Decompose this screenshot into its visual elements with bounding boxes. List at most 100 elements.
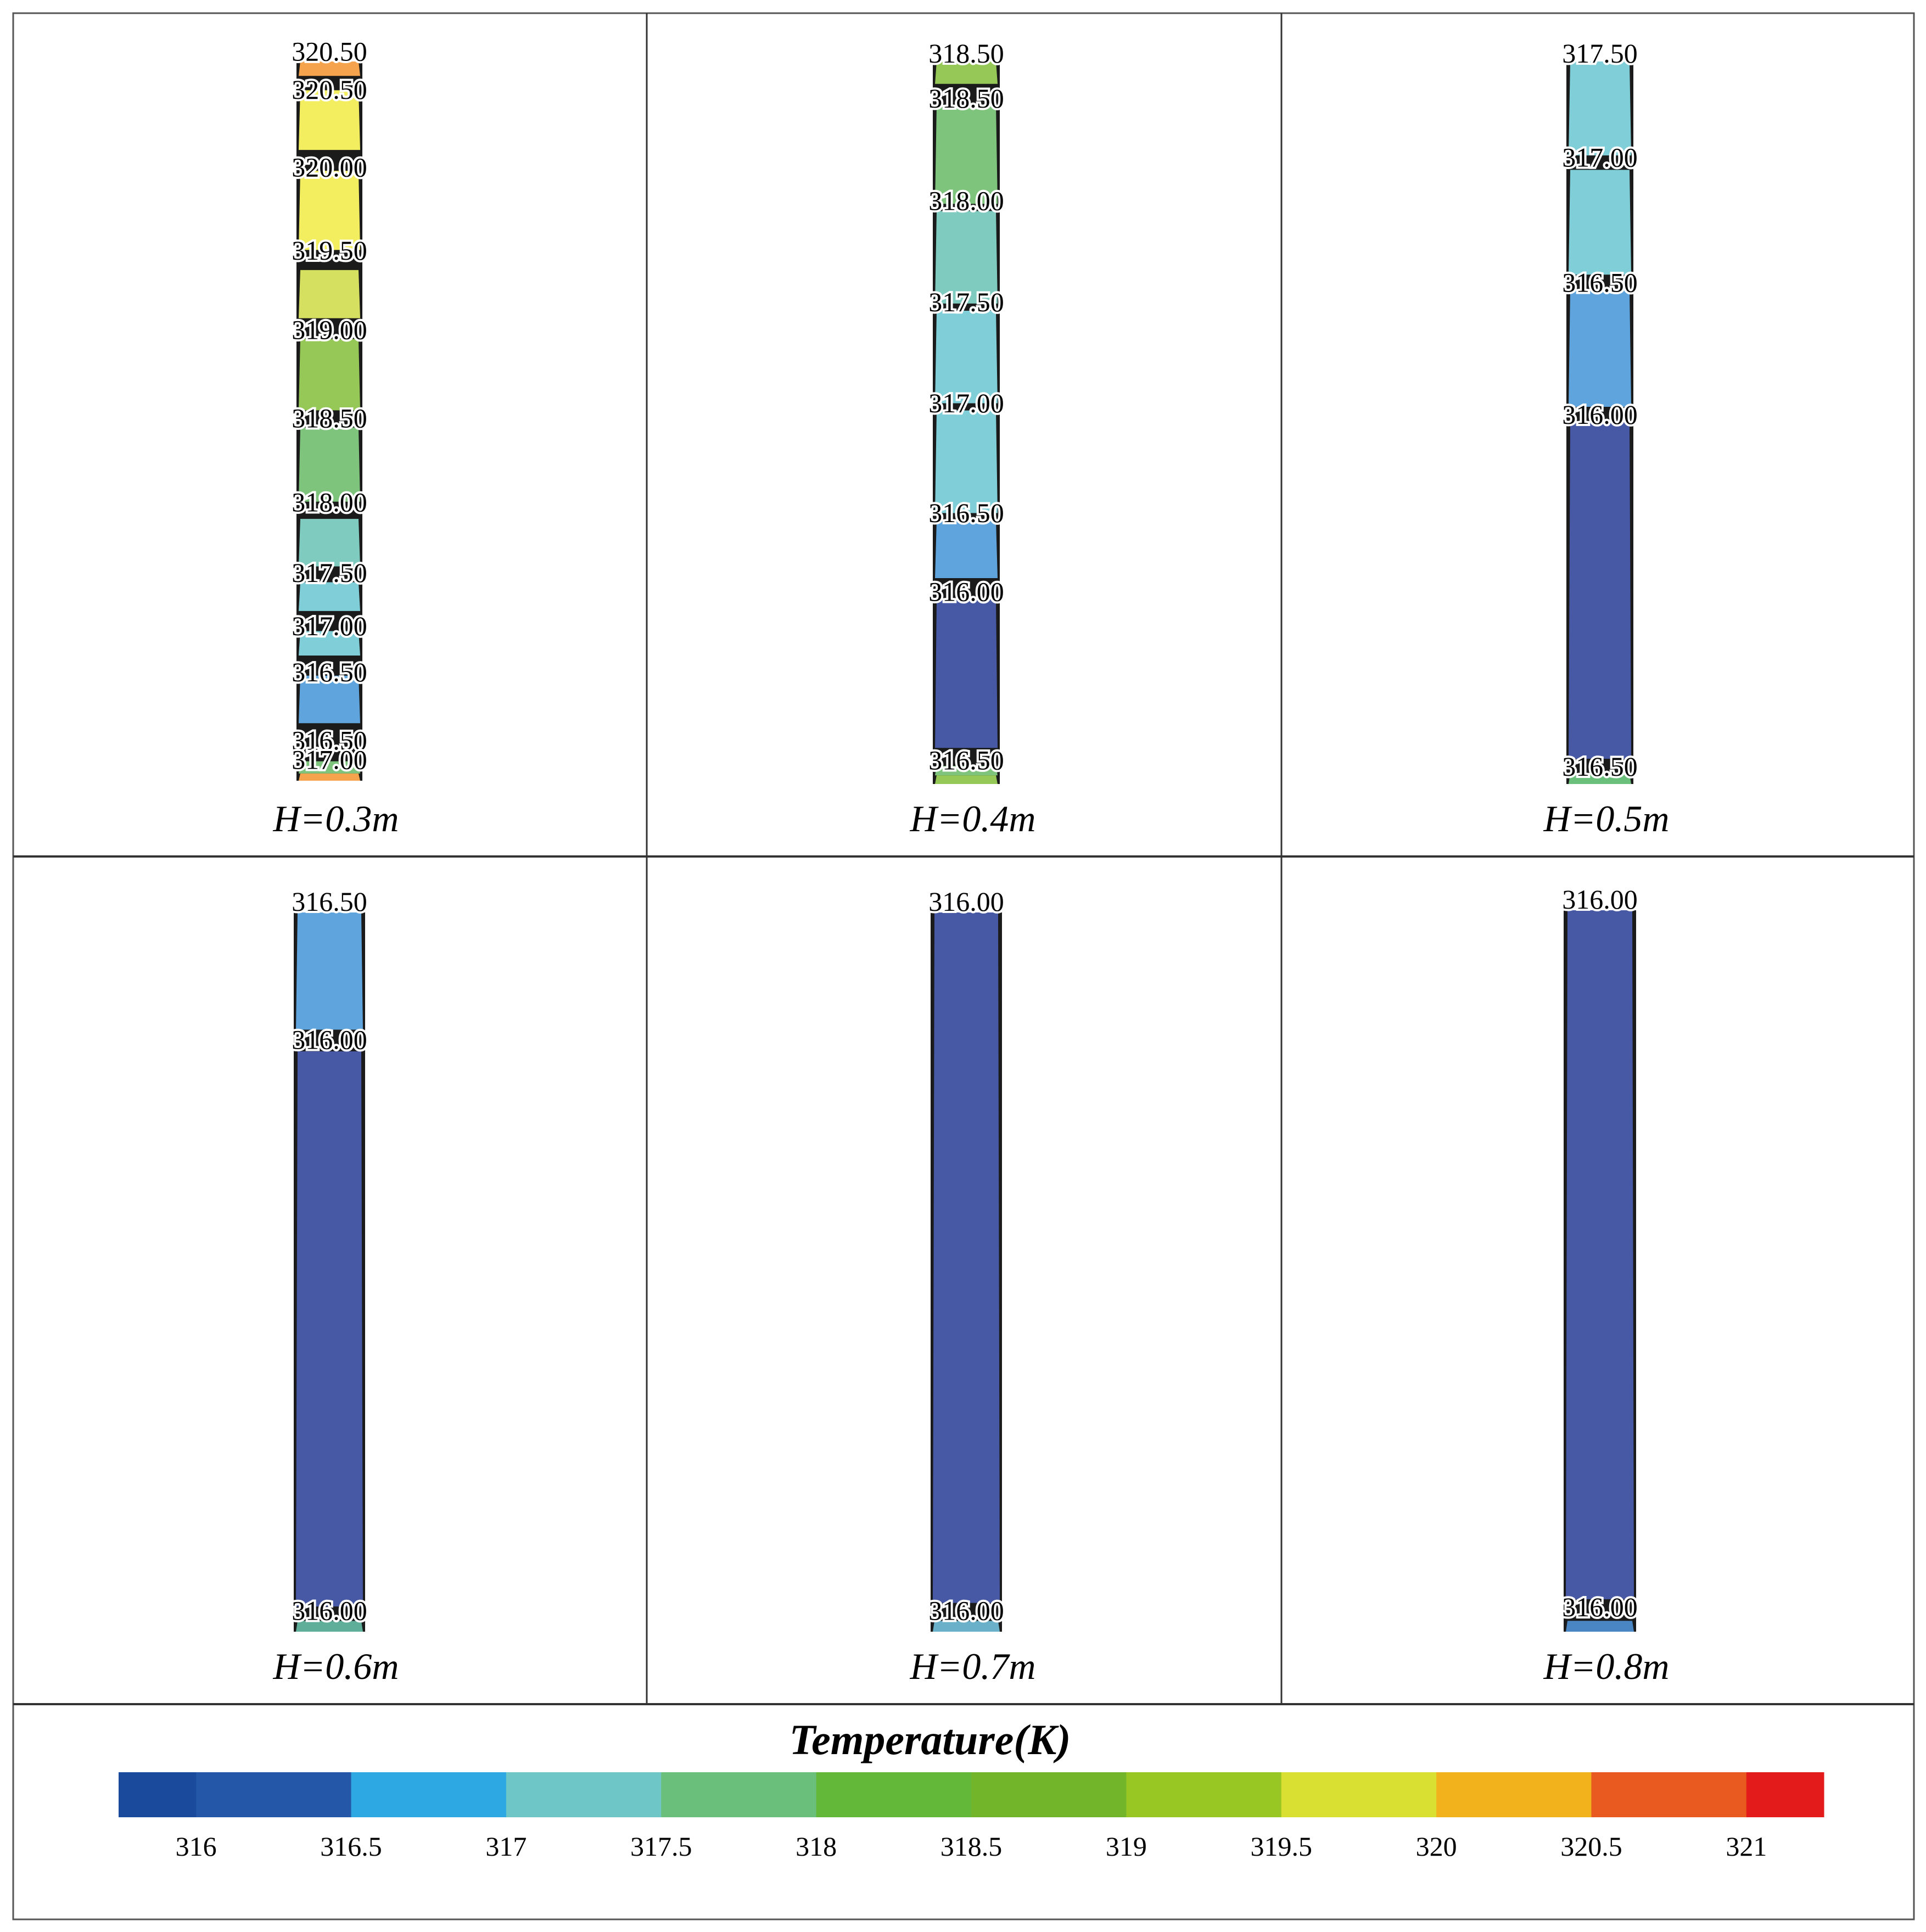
legend-tick-label: 318.5 xyxy=(940,1831,1003,1862)
contour-band xyxy=(1566,910,1634,1599)
legend-swatch xyxy=(196,1772,352,1817)
contour-label: 316.00 xyxy=(928,576,1004,607)
figure-frame xyxy=(12,12,1915,1920)
contour-label: 318.50 xyxy=(292,402,367,433)
contour-band xyxy=(935,61,998,84)
contour-label: 318.00 xyxy=(928,186,1004,216)
legend-tick-labels: 316 316.5 317 317.5 318 318.5 319 319.5 320 320.5… xyxy=(176,1831,1767,1862)
legend-title: Temperature(K) xyxy=(790,1716,1071,1763)
legend-swatch xyxy=(816,1772,972,1817)
contour-label: 316.50 xyxy=(1562,751,1638,782)
contour-label: 318.50 xyxy=(928,83,1004,114)
legend-swatch xyxy=(1126,1772,1282,1817)
case-label: H=0.8m xyxy=(1543,1645,1669,1687)
legend-swatch xyxy=(506,1772,662,1817)
contour-band xyxy=(935,211,998,304)
contour-band xyxy=(299,519,360,567)
contour-label: 316.00 xyxy=(1562,1592,1638,1622)
contour-label: 316.50 xyxy=(292,886,367,917)
contour-label: 319.50 xyxy=(292,235,367,266)
contour-band xyxy=(935,600,998,748)
contour-band xyxy=(299,171,360,250)
legend-tick-label: 317.5 xyxy=(630,1831,692,1862)
contour-band xyxy=(1569,773,1631,784)
contour-band xyxy=(299,761,360,774)
contour-band xyxy=(299,61,360,76)
panel-h0.4m: 318.50 318.50 318.00 317.50 317.00 316.50 316.… xyxy=(909,36,1035,839)
contour-label: 316.50 xyxy=(928,497,1004,528)
panel-grid xyxy=(12,12,1915,1920)
contour-band xyxy=(296,912,363,1030)
legend-swatch xyxy=(119,1772,197,1817)
contour-band xyxy=(296,1621,363,1632)
contour-band xyxy=(296,1051,363,1607)
contour-label: 316.00 xyxy=(292,1595,367,1626)
contour-band xyxy=(1569,289,1631,407)
contour-label: 316.00 xyxy=(1562,884,1638,915)
contour-band xyxy=(933,1621,1000,1632)
legend-swatch xyxy=(1746,1772,1824,1817)
contour-band xyxy=(935,104,998,204)
legend-tick-label: 320 xyxy=(1416,1831,1457,1862)
contour-label: 317.00 xyxy=(292,744,367,775)
contour-label: 320.50 xyxy=(292,36,367,66)
case-label: H=0.7m xyxy=(909,1645,1035,1687)
panel-h0.6m: 316.50 316.00 316.00 H=0.6m xyxy=(272,884,399,1687)
contour-label: 316.50 xyxy=(292,657,367,687)
legend-tick-label: 316 xyxy=(176,1831,217,1862)
contour-label: 316.50 xyxy=(928,744,1004,775)
contour-label: 317.50 xyxy=(928,287,1004,317)
contour-label: 316.50 xyxy=(1562,267,1638,298)
contour-label: 317.00 xyxy=(928,388,1004,418)
contour-band xyxy=(299,339,360,411)
contour-band xyxy=(935,775,998,784)
contour-band xyxy=(935,410,998,513)
contour-label: 317.50 xyxy=(1562,38,1638,69)
contour-label: 317.50 xyxy=(292,557,367,588)
contour-band xyxy=(933,912,1000,1603)
legend-tick-label: 319.5 xyxy=(1250,1831,1312,1862)
contour-label: 318.50 xyxy=(928,38,1004,69)
panel-h0.3m: 320.50 320.50 320.00 319.50 319.00 318.50 318.… xyxy=(272,33,399,839)
contour-label: 316.00 xyxy=(292,1024,367,1055)
contour-band xyxy=(299,427,360,502)
legend-colorbar xyxy=(119,1772,1824,1817)
legend-swatch xyxy=(1436,1772,1592,1817)
contour-panels: 320.50320.50320.00319.50319.00318.50318.… xyxy=(272,33,1669,1687)
contour-band xyxy=(299,270,360,318)
contour-band xyxy=(935,520,998,578)
case-label: H=0.3m xyxy=(272,798,399,839)
contour-label: 320.00 xyxy=(292,152,367,182)
legend-swatch xyxy=(1281,1772,1437,1817)
contour-band xyxy=(935,766,998,776)
legend-tick-label: 317 xyxy=(485,1831,527,1862)
contour-band xyxy=(1569,170,1631,275)
case-label: H=0.6m xyxy=(272,1645,399,1687)
contour-band xyxy=(299,773,360,781)
legend-swatch xyxy=(971,1772,1127,1817)
contour-label: 318.00 xyxy=(292,487,367,518)
legend-swatch xyxy=(1591,1772,1747,1817)
contour-band xyxy=(935,311,998,404)
contour-label: 316.00 xyxy=(1562,399,1638,430)
contour-band xyxy=(299,631,360,656)
contour-band xyxy=(299,582,360,611)
legend-tick-label: 321 xyxy=(1726,1831,1767,1862)
contour-band xyxy=(1566,1621,1634,1632)
contour-label: 319.00 xyxy=(292,314,367,345)
contour-label: 320.50 xyxy=(292,74,367,105)
legend-tick-label: 320.5 xyxy=(1560,1831,1622,1862)
contour-label: 317.00 xyxy=(292,611,367,641)
legend-tick-label: 319 xyxy=(1106,1831,1147,1862)
contour-band xyxy=(299,675,360,724)
temperature-legend: Temperature(K) 316 316.5 317 317.5 318 318.5 3… xyxy=(119,1716,1824,1862)
case-label: H=0.5m xyxy=(1543,798,1669,839)
contour-label: 316.00 xyxy=(928,886,1004,917)
panel-h0.5m: 317.50 317.00 316.50 316.00 316.50 H=0.5m xyxy=(1543,36,1669,839)
panel-h0.8m: 316.00 316.00 H=0.8m xyxy=(1543,882,1669,1687)
contour-band xyxy=(1569,421,1631,759)
panel-h0.7m: 316.00 316.00 H=0.7m xyxy=(909,884,1035,1687)
legend-tick-label: 318 xyxy=(796,1831,837,1862)
